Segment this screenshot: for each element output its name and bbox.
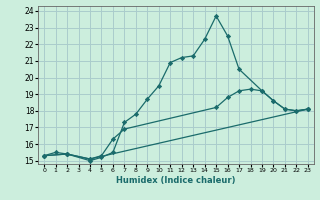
X-axis label: Humidex (Indice chaleur): Humidex (Indice chaleur)	[116, 176, 236, 185]
